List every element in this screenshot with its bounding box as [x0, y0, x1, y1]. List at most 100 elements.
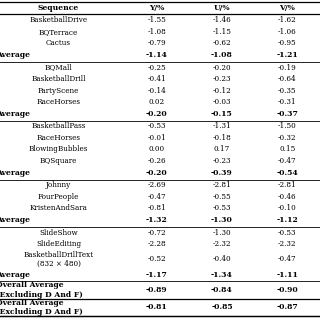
Text: -0.62: -0.62	[212, 39, 231, 47]
Text: Average: Average	[0, 217, 30, 225]
Text: -0.12: -0.12	[212, 87, 231, 95]
Text: -0.55: -0.55	[212, 193, 231, 201]
Text: Johnny: Johnny	[46, 181, 71, 189]
Text: -1.14: -1.14	[146, 52, 167, 60]
Text: -1.46: -1.46	[212, 16, 231, 24]
Text: -0.84: -0.84	[211, 286, 233, 294]
Text: -1.17: -1.17	[146, 271, 167, 279]
Text: -1.12: -1.12	[276, 217, 298, 225]
Text: -0.32: -0.32	[278, 134, 297, 142]
Text: -0.20: -0.20	[146, 169, 167, 177]
Text: BQTerrace: BQTerrace	[39, 28, 78, 36]
Text: -1.30: -1.30	[211, 217, 233, 225]
Text: PartyScene: PartyScene	[38, 87, 79, 95]
Text: RaceHorses: RaceHorses	[36, 98, 81, 106]
Text: -0.54: -0.54	[276, 169, 298, 177]
Text: BQMall: BQMall	[45, 64, 72, 72]
Text: -2.81: -2.81	[212, 181, 231, 189]
Text: -0.20: -0.20	[146, 110, 167, 118]
Text: -0.53: -0.53	[147, 123, 166, 131]
Text: -0.81: -0.81	[147, 204, 166, 212]
Text: 0.17: 0.17	[214, 146, 230, 154]
Text: SlideEditing: SlideEditing	[36, 240, 81, 248]
Text: -0.23: -0.23	[213, 75, 231, 83]
Text: -1.06: -1.06	[278, 28, 297, 36]
Text: -0.85: -0.85	[211, 303, 233, 311]
Text: -0.18: -0.18	[212, 134, 231, 142]
Text: Sequence: Sequence	[38, 4, 79, 12]
Text: -0.19: -0.19	[278, 64, 297, 72]
Text: -1.34: -1.34	[211, 271, 233, 279]
Text: -0.31: -0.31	[278, 98, 297, 106]
Text: BasketballDrill: BasketballDrill	[31, 75, 86, 83]
Text: -0.64: -0.64	[278, 75, 297, 83]
Text: -2.32: -2.32	[278, 240, 297, 248]
Text: -1.62: -1.62	[278, 16, 297, 24]
Text: V/%: V/%	[279, 4, 295, 12]
Text: 0.02: 0.02	[148, 98, 164, 106]
Text: -0.26: -0.26	[147, 157, 166, 165]
Text: KristenAndSara: KristenAndSara	[29, 204, 87, 212]
Text: -1.21: -1.21	[276, 52, 298, 60]
Text: 0.15: 0.15	[279, 146, 295, 154]
Text: -0.03: -0.03	[213, 98, 231, 106]
Text: -0.81: -0.81	[146, 303, 167, 311]
Text: -0.23: -0.23	[213, 157, 231, 165]
Text: BasketballDrive: BasketballDrive	[29, 16, 88, 24]
Text: SlideShow: SlideShow	[39, 229, 78, 237]
Text: -0.25: -0.25	[147, 64, 166, 72]
Text: BlowingBubbles: BlowingBubbles	[29, 146, 88, 154]
Text: BasketballPass: BasketballPass	[31, 123, 86, 131]
Text: BasketballDrillText
(832 × 480): BasketballDrillText (832 × 480)	[23, 251, 93, 268]
Text: -1.32: -1.32	[146, 217, 167, 225]
Text: -0.47: -0.47	[278, 157, 297, 165]
Text: -0.90: -0.90	[276, 286, 298, 294]
Text: -2.32: -2.32	[213, 240, 231, 248]
Text: RaceHorses: RaceHorses	[36, 134, 81, 142]
Text: BQSquare: BQSquare	[40, 157, 77, 165]
Text: -2.69: -2.69	[147, 181, 166, 189]
Text: -0.10: -0.10	[278, 204, 297, 212]
Text: -0.01: -0.01	[147, 134, 166, 142]
Text: -0.40: -0.40	[212, 255, 231, 263]
Text: -0.47: -0.47	[147, 193, 166, 201]
Text: -0.39: -0.39	[211, 169, 233, 177]
Text: Average: Average	[0, 169, 30, 177]
Text: -0.41: -0.41	[147, 75, 166, 83]
Text: -0.79: -0.79	[147, 39, 166, 47]
Text: -1.30: -1.30	[212, 229, 231, 237]
Text: Overall Average
(Excluding D And F): Overall Average (Excluding D And F)	[0, 299, 83, 316]
Text: -1.15: -1.15	[212, 28, 231, 36]
Text: -0.89: -0.89	[146, 286, 167, 294]
Text: Overall Average
(Excluding D And F): Overall Average (Excluding D And F)	[0, 281, 83, 299]
Text: -0.53: -0.53	[213, 204, 231, 212]
Text: -1.08: -1.08	[147, 28, 166, 36]
Text: -0.20: -0.20	[212, 64, 231, 72]
Text: -1.31: -1.31	[212, 123, 231, 131]
Text: -0.52: -0.52	[147, 255, 166, 263]
Text: -0.53: -0.53	[278, 229, 297, 237]
Text: -0.95: -0.95	[278, 39, 297, 47]
Text: Y/%: Y/%	[149, 4, 164, 12]
Text: -1.55: -1.55	[147, 16, 166, 24]
Text: -1.50: -1.50	[278, 123, 297, 131]
Text: -1.11: -1.11	[276, 271, 298, 279]
Text: -1.08: -1.08	[211, 52, 233, 60]
Text: -0.15: -0.15	[211, 110, 233, 118]
Text: FourPeople: FourPeople	[38, 193, 79, 201]
Text: -2.81: -2.81	[278, 181, 297, 189]
Text: Average: Average	[0, 110, 30, 118]
Text: Cactus: Cactus	[46, 39, 71, 47]
Text: Average: Average	[0, 52, 30, 60]
Text: 0.00: 0.00	[148, 146, 164, 154]
Text: -0.87: -0.87	[276, 303, 298, 311]
Text: -0.46: -0.46	[278, 193, 297, 201]
Text: U/%: U/%	[214, 4, 230, 12]
Text: -0.72: -0.72	[147, 229, 166, 237]
Text: -0.37: -0.37	[276, 110, 298, 118]
Text: -0.14: -0.14	[147, 87, 166, 95]
Text: -2.28: -2.28	[147, 240, 166, 248]
Text: -0.35: -0.35	[278, 87, 297, 95]
Text: Average: Average	[0, 271, 30, 279]
Text: -0.47: -0.47	[278, 255, 297, 263]
